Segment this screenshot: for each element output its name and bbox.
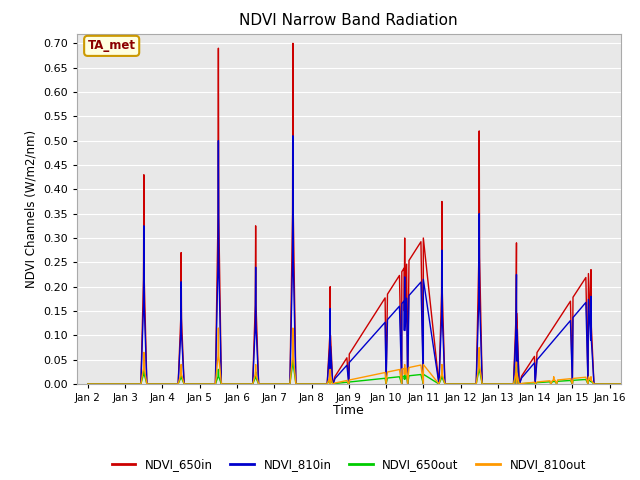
Line: NDVI_650out: NDVI_650out — [88, 345, 640, 384]
NDVI_650in — [84, 381, 92, 387]
NDVI_650out — [587, 379, 595, 384]
NDVI_810out — [476, 363, 483, 369]
Title: NDVI Narrow Band Radiation: NDVI Narrow Band Radiation — [239, 13, 458, 28]
NDVI_810in — [393, 306, 401, 312]
Legend: NDVI_650in, NDVI_810in, NDVI_650out, NDVI_810out: NDVI_650in, NDVI_810in, NDVI_650out, NDV… — [107, 454, 591, 476]
NDVI_810in — [84, 381, 92, 387]
Line: NDVI_810out: NDVI_810out — [88, 328, 640, 384]
NDVI_650out — [550, 379, 557, 384]
NDVI_810in — [289, 133, 297, 139]
NDVI_810in — [551, 336, 559, 342]
NDVI_810out — [587, 377, 595, 383]
Line: NDVI_650in: NDVI_650in — [88, 43, 640, 384]
NDVI_650in — [572, 290, 579, 296]
NDVI_650in — [509, 381, 517, 387]
NDVI_810out — [333, 380, 341, 385]
NDVI_810out — [550, 377, 557, 383]
NDVI_810out — [84, 381, 92, 387]
NDVI_650out — [415, 372, 422, 378]
Text: TA_met: TA_met — [88, 39, 136, 52]
X-axis label: Time: Time — [333, 405, 364, 418]
NDVI_810in — [572, 312, 579, 317]
NDVI_810out — [415, 363, 422, 369]
NDVI_810out — [214, 325, 222, 331]
NDVI_650in — [568, 381, 576, 387]
Y-axis label: NDVI Channels (W/m2/nm): NDVI Channels (W/m2/nm) — [24, 130, 38, 288]
NDVI_650out — [289, 361, 296, 367]
NDVI_650in — [289, 40, 297, 46]
NDVI_650in — [393, 276, 401, 282]
NDVI_650out — [84, 381, 92, 387]
Line: NDVI_810in: NDVI_810in — [88, 136, 640, 384]
NDVI_810in — [568, 381, 576, 387]
NDVI_650out — [289, 342, 297, 348]
NDVI_650out — [333, 380, 341, 386]
NDVI_650out — [476, 368, 483, 373]
NDVI_650in — [551, 322, 559, 328]
NDVI_810in — [509, 381, 517, 387]
NDVI_810out — [289, 325, 297, 331]
NDVI_810in — [588, 337, 595, 343]
NDVI_650in — [588, 324, 595, 330]
